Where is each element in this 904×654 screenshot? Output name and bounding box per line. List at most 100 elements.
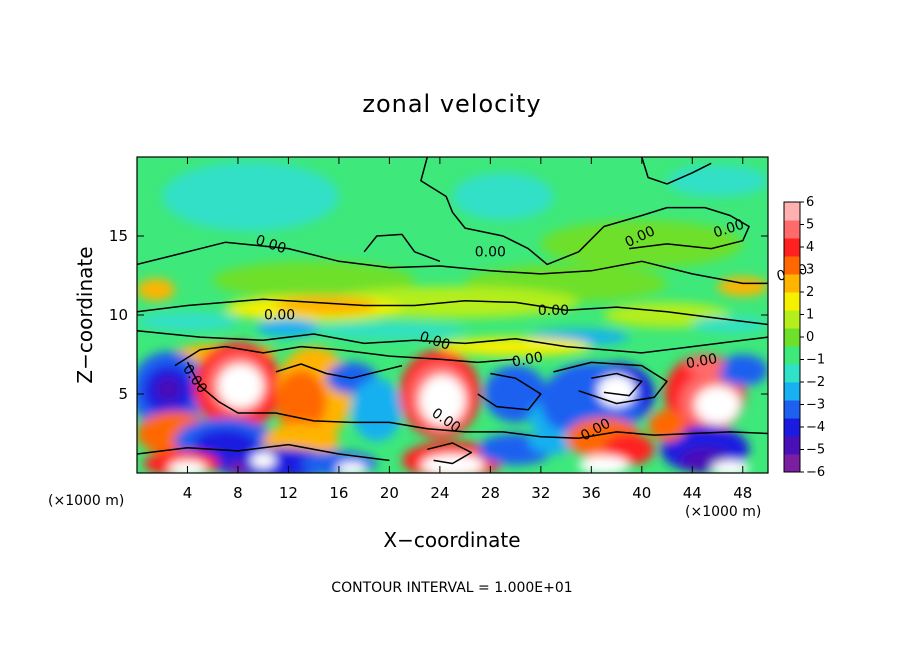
- velocity-patch: [711, 460, 750, 473]
- colorbar-segment: [784, 220, 800, 239]
- colorbar-segment: [784, 292, 800, 311]
- velocity-patch: [717, 277, 768, 297]
- x-tick-label: 4: [183, 484, 193, 502]
- x-tick-label: 20: [380, 484, 399, 502]
- y-tick-label: 15: [109, 227, 128, 245]
- contour-line: [477, 372, 542, 411]
- colorbar-segment: [784, 364, 800, 383]
- velocity-patch: [419, 375, 466, 426]
- velocity-patch: [162, 161, 339, 232]
- contour-line: [137, 241, 768, 285]
- velocity-patch: [256, 318, 320, 338]
- colorbar-tick-label: −3: [806, 398, 825, 413]
- velocity-patch: [212, 261, 415, 300]
- x-tick-label: 44: [683, 484, 702, 502]
- colorbar-segment: [784, 202, 800, 221]
- x-unit-label-right: (×1000 m): [685, 504, 761, 520]
- contour-label: 0.00: [538, 303, 569, 319]
- velocity-patch: [667, 164, 768, 197]
- contour-label: 0.00: [264, 308, 295, 324]
- contour-line: [420, 157, 750, 266]
- colorbar-tick-label: 6: [806, 195, 814, 210]
- x-tick-label: 36: [582, 484, 601, 502]
- y-tick-label: 10: [109, 306, 128, 324]
- velocity-patch: [685, 356, 724, 376]
- colorbar-tick-label: 0: [806, 330, 814, 345]
- contour-line: [553, 361, 668, 405]
- velocity-patch: [648, 409, 686, 442]
- velocity-patch: [528, 428, 579, 455]
- colorbar-segment: [784, 346, 800, 365]
- colorbar-segment: [784, 400, 800, 419]
- colorbar-tick-label: 5: [806, 218, 814, 233]
- plot-area: 0.00 0.000.00 0.000.00 0.000.000.00 0.000.00…: [136, 156, 809, 474]
- velocity-patch: [540, 220, 743, 268]
- contour-line: [275, 363, 403, 379]
- colorbar-tick-label: 1: [806, 308, 814, 323]
- colorbar-segment: [784, 436, 800, 455]
- contour-label: 0.00: [685, 351, 718, 372]
- x-tick-label: 48: [733, 484, 752, 502]
- x-tick-label: 12: [279, 484, 298, 502]
- colorbar-tick-label: 2: [806, 285, 814, 300]
- x-tick-label: 24: [430, 484, 449, 502]
- colorbar-segment: [784, 454, 800, 473]
- colorbar-segment: [784, 382, 800, 401]
- velocity-field: [137, 161, 768, 473]
- x-tick-label: 28: [481, 484, 500, 502]
- contour-line: [591, 372, 643, 397]
- x-tick-label: 40: [632, 484, 651, 502]
- contour-line: [186, 362, 768, 439]
- chart-title: zonal velocity: [362, 90, 541, 118]
- colorbar-tick-label: −5: [806, 443, 825, 458]
- velocity-patch: [452, 172, 554, 221]
- velocity-patch: [250, 452, 276, 469]
- velocity-patch: [217, 363, 264, 409]
- colorbar-segment: [784, 238, 800, 257]
- contour-line: [137, 330, 768, 354]
- colorbar-segment: [784, 328, 800, 347]
- velocity-patch: [692, 316, 768, 333]
- x-tick-label: 16: [329, 484, 348, 502]
- contour-line: [363, 233, 441, 263]
- velocity-patch: [694, 386, 741, 425]
- velocity-patch: [313, 322, 466, 339]
- velocity-patch: [336, 461, 367, 473]
- velocity-patch: [578, 455, 630, 473]
- x-axis-title: X−coordinate: [383, 528, 520, 552]
- colorbar: 6 5 4 3 2 1 0 −1 −2 −3 −4 −5 −6: [783, 195, 825, 480]
- velocity-patch: [137, 278, 175, 301]
- x-tick-label: 32: [531, 484, 550, 502]
- y-axis: 5 10 15: [109, 227, 768, 403]
- velocity-patch: [137, 311, 238, 331]
- velocity-patch: [275, 296, 377, 315]
- colorbar-tick-label: 3: [806, 263, 814, 278]
- colorbar-tick-label: 4: [806, 240, 814, 255]
- velocity-patch: [484, 365, 548, 423]
- contour-line: [427, 442, 473, 465]
- colorbar-segment: [784, 274, 800, 293]
- colorbar-segment: [784, 418, 800, 437]
- colorbar-segment: [784, 310, 800, 329]
- contour-label: 0.00: [511, 349, 544, 370]
- colorbar-tick-label: −6: [806, 465, 825, 480]
- contour-line: [137, 443, 390, 462]
- y-tick-label: 5: [118, 385, 128, 403]
- x-unit-label-left: (×1000 m): [48, 493, 124, 509]
- colorbar-tick-label: −1: [806, 353, 825, 368]
- velocity-patch: [275, 370, 327, 434]
- y-axis-title: Z−coordinate: [73, 246, 97, 383]
- velocity-patch: [597, 375, 636, 407]
- contour-interval-note: CONTOUR INTERVAL = 1.000E+01: [331, 580, 572, 596]
- velocity-patch: [155, 376, 182, 402]
- velocity-patch: [351, 378, 403, 442]
- colorbar-tick-label: −2: [806, 375, 825, 390]
- colorbar-tick-label: −4: [806, 420, 825, 435]
- contour-lines: [137, 157, 768, 465]
- contour-label: 0.00: [475, 245, 506, 261]
- x-tick-label: 8: [233, 484, 243, 502]
- colorbar-segment: [784, 256, 800, 275]
- contour-line: [174, 345, 516, 367]
- contour-line: [137, 298, 768, 326]
